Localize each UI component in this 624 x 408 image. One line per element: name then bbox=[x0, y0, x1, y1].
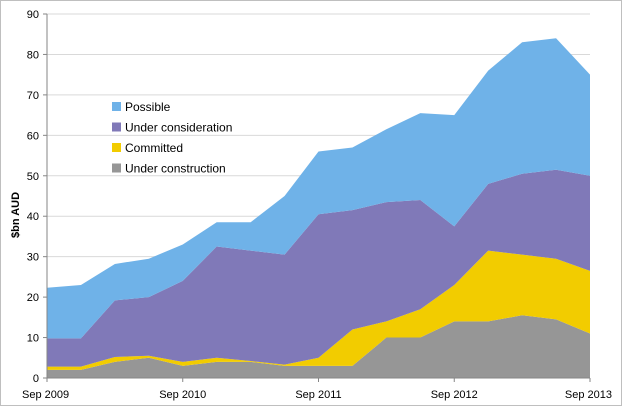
y-axis-label: $bn AUD bbox=[10, 192, 22, 238]
y-tick-label: 70 bbox=[27, 90, 39, 102]
area-series bbox=[47, 38, 590, 378]
y-tick-label: 40 bbox=[27, 211, 39, 223]
y-tick-label: 30 bbox=[27, 252, 39, 264]
legend-label-possible: Possible bbox=[125, 100, 171, 114]
area-possible bbox=[47, 38, 590, 339]
area-committed bbox=[47, 250, 590, 370]
legend-label-committed: Committed bbox=[125, 141, 183, 155]
y-tick-label: 80 bbox=[27, 49, 39, 61]
x-tick-labels: Sep 2009 Sep 2010 Sep 2011 Sep 2012 Sep 2013 bbox=[22, 389, 612, 401]
y-tick-label: 10 bbox=[27, 333, 39, 345]
legend: Possible Under consideration Committed Unde… bbox=[112, 100, 232, 176]
x-tick-label: Sep 2011 bbox=[295, 389, 341, 401]
axes bbox=[43, 13, 591, 382]
legend-swatch-possible bbox=[112, 102, 121, 111]
x-tick-label: Sep 2012 bbox=[431, 389, 478, 401]
legend-label-under-consideration: Under consideration bbox=[125, 121, 232, 135]
y-tick-label: 60 bbox=[27, 130, 39, 142]
area-under-consideration bbox=[47, 169, 590, 367]
y-tick-label: 50 bbox=[27, 171, 39, 183]
x-tick-label: Sep 2013 bbox=[565, 389, 612, 401]
legend-swatch-committed bbox=[112, 143, 121, 152]
y-tick-label: 90 bbox=[27, 9, 39, 21]
legend-label-under-construction: Under construction bbox=[125, 162, 226, 176]
legend-swatch-under-construction bbox=[112, 163, 121, 173]
area-under-construction bbox=[47, 315, 590, 378]
x-tick-label: Sep 2010 bbox=[159, 389, 206, 401]
y-tick-label: 20 bbox=[27, 292, 39, 304]
x-tick-label: Sep 2009 bbox=[22, 389, 69, 401]
y-tick-labels: 0 10 20 30 40 50 60 70 80 90 bbox=[27, 9, 39, 385]
y-tick-label: 0 bbox=[33, 373, 39, 385]
legend-swatch-under-consideration bbox=[112, 122, 121, 132]
